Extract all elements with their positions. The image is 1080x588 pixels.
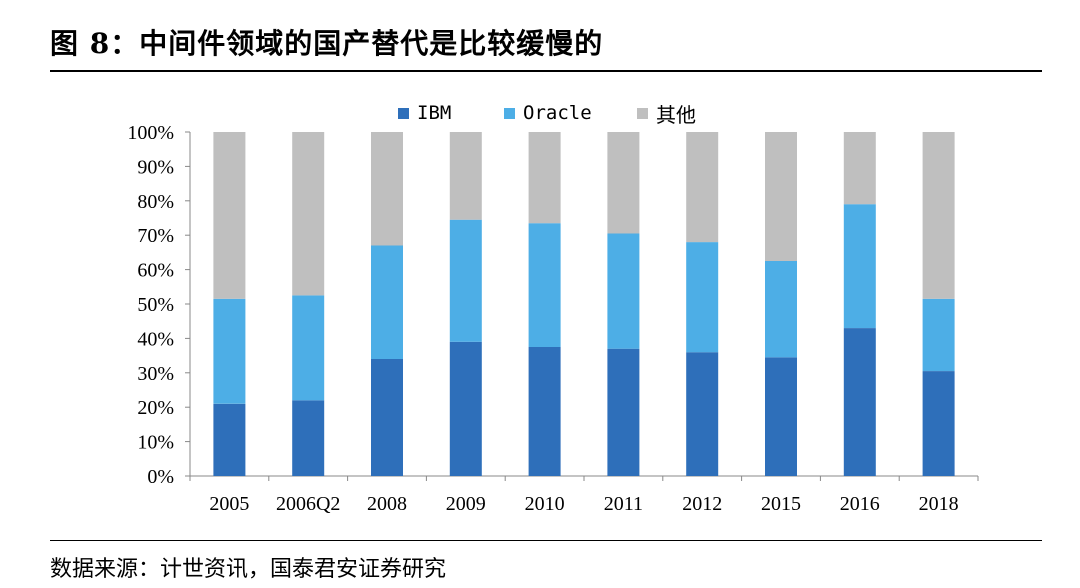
bar-segment-ibm xyxy=(449,341,482,476)
bar-segment-ibm xyxy=(528,347,561,476)
bar-segment-other xyxy=(765,132,797,261)
bar-segment-other xyxy=(213,132,246,299)
y-tick-label: 80% xyxy=(137,191,174,213)
legend-swatch-oracle xyxy=(504,107,515,119)
bar-segment-ibm xyxy=(371,359,403,476)
bar-segment-other xyxy=(528,132,561,224)
bar-segment-ibm xyxy=(843,328,876,476)
y-tick-label: 10% xyxy=(137,432,174,454)
bar-segment-ibm xyxy=(607,348,640,476)
x-tick-label: 2016 xyxy=(840,493,880,515)
source-rule xyxy=(50,540,1042,541)
bar-segment-oracle xyxy=(449,219,482,342)
bar-segment-oracle xyxy=(686,242,719,353)
x-tick-label: 2018 xyxy=(919,493,959,515)
x-tick-label: 2010 xyxy=(525,493,565,515)
y-tick-label: 60% xyxy=(137,260,174,282)
x-tick-label: 2005 xyxy=(209,493,249,515)
bar-segment-oracle xyxy=(843,204,876,328)
bar-segment-oracle xyxy=(607,233,640,349)
bar-segment-ibm xyxy=(922,371,955,476)
bar-segment-other xyxy=(686,132,719,243)
bar-segment-other xyxy=(449,132,482,220)
bar-segment-ibm xyxy=(686,352,719,476)
bar-segment-other xyxy=(371,132,403,246)
x-tick-label: 2008 xyxy=(367,493,407,515)
chart-legend: IBM Oracle 其他 xyxy=(0,98,1080,128)
legend-label-other: 其他 xyxy=(656,102,696,127)
y-tick-label: 40% xyxy=(137,328,174,350)
y-tick-label: 100% xyxy=(127,122,174,144)
y-tick-label: 30% xyxy=(137,363,174,385)
y-tick-label: 0% xyxy=(147,466,174,488)
bar-segment-oracle xyxy=(765,261,797,358)
figure-title: 图 8：中间件领域的国产替代是比较缓慢的 xyxy=(50,27,604,60)
source-note: 数据来源：计世资讯，国泰君安证券研究 xyxy=(50,557,447,582)
bar-segment-ibm xyxy=(765,357,797,476)
legend-label-oracle: Oracle xyxy=(523,102,592,124)
bar-segment-oracle xyxy=(292,295,325,401)
bar-segment-oracle xyxy=(371,245,403,359)
bar-segment-other xyxy=(843,132,876,205)
x-tick-label: 2006Q2 xyxy=(276,493,340,515)
bar-segment-other xyxy=(607,132,640,234)
legend-item-other: 其他 xyxy=(637,98,696,128)
x-tick-label: 2012 xyxy=(682,493,722,515)
x-tick-label: 2015 xyxy=(761,493,801,515)
legend-item-ibm: IBM xyxy=(398,98,451,128)
x-tick-label: 2009 xyxy=(446,493,486,515)
legend-label-ibm: IBM xyxy=(417,102,452,124)
bar-segment-other xyxy=(922,132,955,299)
legend-swatch-ibm xyxy=(398,107,409,119)
bar-segment-ibm xyxy=(213,403,246,476)
x-tick-label: 2011 xyxy=(604,493,643,515)
bar-segment-ibm xyxy=(292,400,325,476)
bar-segment-other xyxy=(292,132,325,296)
legend-swatch-other xyxy=(637,107,648,119)
y-tick-label: 20% xyxy=(137,397,174,419)
legend-item-oracle: Oracle xyxy=(504,98,592,128)
y-tick-label: 90% xyxy=(137,156,174,178)
bar-segment-oracle xyxy=(213,298,246,404)
title-rule xyxy=(50,70,1042,72)
bar-segment-oracle xyxy=(922,298,955,371)
y-tick-label: 50% xyxy=(137,294,174,316)
y-tick-label: 70% xyxy=(137,225,174,247)
bar-segment-oracle xyxy=(528,223,561,347)
